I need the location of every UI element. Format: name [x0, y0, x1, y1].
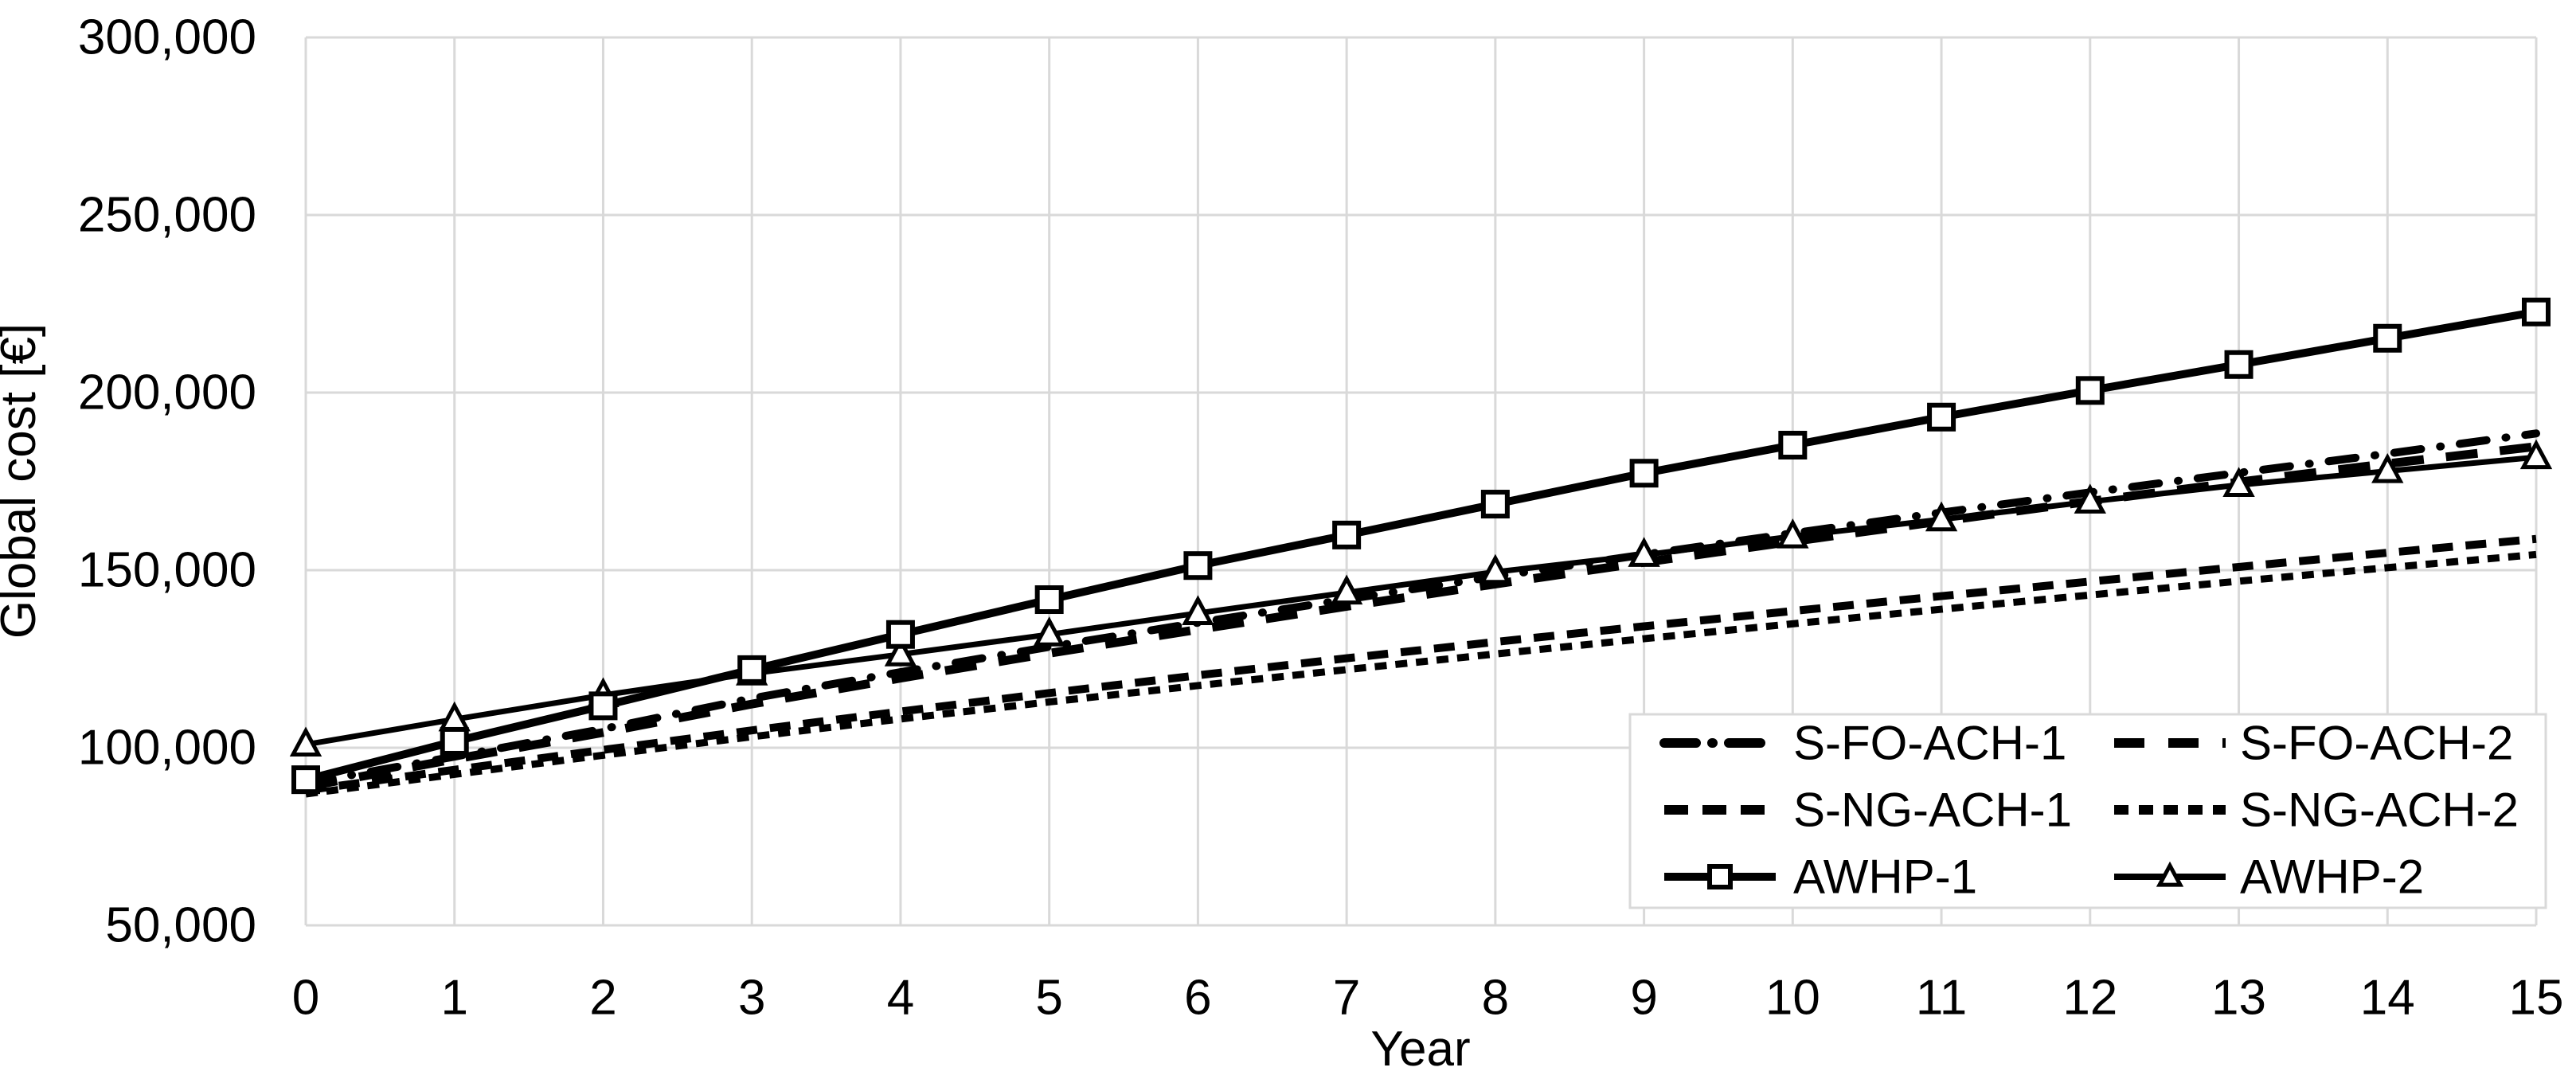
x-tick-label: 4 — [887, 971, 914, 1026]
x-tick-label: 2 — [589, 971, 616, 1026]
triangle-marker[interactable] — [2519, 439, 2553, 470]
series-AWHP-1 — [291, 297, 2551, 795]
square-marker[interactable] — [2522, 297, 2551, 326]
square-marker[interactable] — [2075, 376, 2105, 405]
x-tick-label: 15 — [2509, 971, 2564, 1026]
triangle-marker[interactable] — [1777, 518, 1809, 549]
legend-item-S-FO-ACH-1[interactable]: S-FO-ACH-1 — [1659, 717, 2066, 770]
square-marker[interactable] — [737, 655, 767, 684]
triangle-marker[interactable] — [289, 726, 322, 757]
y-tick-label: 150,000 — [78, 543, 256, 598]
triangle-marker[interactable] — [2156, 861, 2184, 887]
x-tick-label: 0 — [292, 971, 319, 1026]
series-line-S-NG-ACH-1[interactable] — [305, 534, 2537, 795]
series-S-NG-ACH-2 — [305, 550, 2537, 798]
legend-label-S-FO-ACH-2[interactable]: S-FO-ACH-2 — [2240, 717, 2513, 770]
triangle-marker[interactable] — [1330, 574, 1363, 605]
series-line-AWHP-1[interactable] — [304, 307, 2537, 784]
y-tick-label: 300,000 — [78, 10, 256, 65]
square-marker[interactable] — [1778, 431, 1808, 460]
square-marker[interactable] — [1332, 520, 1362, 549]
legend-label-AWHP-1[interactable]: AWHP-1 — [1793, 850, 1977, 904]
triangle-marker[interactable] — [2222, 467, 2255, 497]
y-tick-label: 200,000 — [78, 366, 256, 420]
legend-item-AWHP-2[interactable]: AWHP-2 — [2114, 850, 2424, 904]
x-tick-label: 11 — [1916, 971, 1967, 1026]
legend-item-AWHP-1[interactable]: AWHP-1 — [1664, 850, 1977, 904]
y-tick-label: 100,000 — [78, 721, 256, 776]
legend-box[interactable] — [1628, 713, 2547, 909]
legend: S-FO-ACH-1 S-FO-ACH-2 S-NG-ACH-1 S-NG-ACH-2… — [1628, 713, 2547, 909]
legend-item-S-FO-ACH-2[interactable]: S-FO-ACH-2 — [2114, 717, 2513, 770]
triangle-marker[interactable] — [884, 636, 917, 667]
y-axis-title: Global cost [€] — [0, 323, 46, 639]
y-tick-label: 50,000 — [105, 898, 256, 953]
square-marker[interactable] — [1707, 864, 1733, 889]
legend-label-S-NG-ACH-2[interactable]: S-NG-ACH-2 — [2240, 784, 2519, 837]
series-line-S-FO-ACH-1[interactable] — [302, 429, 2540, 788]
legend-item-S-NG-ACH-1[interactable]: S-NG-ACH-1 — [1664, 784, 2072, 837]
y-axis-tick-labels: 300,000 250,000 200,000 150,000 100,000 50,00… — [78, 10, 256, 953]
legend-label-S-NG-ACH-1[interactable]: S-NG-ACH-1 — [1793, 784, 2072, 837]
triangle-marker[interactable] — [2074, 483, 2106, 514]
square-marker[interactable] — [885, 620, 915, 649]
x-tick-label: 9 — [1630, 971, 1657, 1026]
square-marker[interactable] — [2224, 350, 2254, 379]
series-lines — [289, 297, 2553, 798]
x-tick-label: 3 — [738, 971, 765, 1026]
series-S-NG-ACH-1 — [305, 534, 2537, 795]
square-marker[interactable] — [1183, 551, 1213, 581]
legend-item-S-NG-ACH-2[interactable]: S-NG-ACH-2 — [2114, 784, 2519, 837]
triangle-marker[interactable] — [2371, 453, 2404, 483]
x-tick-label: 6 — [1184, 971, 1211, 1026]
square-marker[interactable] — [1480, 490, 1510, 519]
square-marker[interactable] — [291, 765, 320, 795]
series-line-AWHP-2[interactable] — [305, 454, 2537, 748]
x-tick-label: 12 — [2062, 971, 2117, 1026]
square-marker[interactable] — [440, 726, 469, 756]
x-tick-label: 7 — [1333, 971, 1360, 1026]
series-line-S-NG-ACH-2[interactable] — [305, 550, 2537, 798]
x-tick-label: 14 — [2360, 971, 2415, 1026]
triangle-marker[interactable] — [1925, 501, 1958, 532]
x-tick-label: 5 — [1035, 971, 1062, 1026]
triangle-marker[interactable] — [1479, 553, 1512, 585]
x-tick-label: 8 — [1482, 971, 1509, 1026]
legend-label-AWHP-2[interactable]: AWHP-2 — [2240, 850, 2424, 904]
triangle-marker[interactable] — [1182, 595, 1214, 625]
series-AWHP-2 — [289, 439, 2553, 757]
square-marker[interactable] — [1629, 459, 1659, 488]
x-tick-label: 1 — [440, 971, 467, 1026]
x-tick-label: 10 — [1765, 971, 1820, 1026]
triangle-marker[interactable] — [1628, 537, 1660, 567]
y-tick-label: 250,000 — [78, 188, 256, 243]
x-axis-title: Year — [1370, 1022, 1470, 1077]
x-tick-label: 13 — [2211, 971, 2266, 1026]
legend-label-S-FO-ACH-1[interactable]: S-FO-ACH-1 — [1793, 717, 2066, 770]
square-marker[interactable] — [2373, 323, 2402, 353]
series-S-FO-ACH-1 — [302, 429, 2540, 788]
square-marker[interactable] — [1927, 402, 1956, 432]
square-marker[interactable] — [588, 691, 618, 721]
triangle-marker[interactable] — [1033, 616, 1065, 647]
square-marker[interactable] — [1034, 585, 1064, 615]
x-axis-tick-labels: 0 1 2 3 4 5 6 7 8 9 10 11 12 13 14 15 — [292, 971, 2564, 1026]
